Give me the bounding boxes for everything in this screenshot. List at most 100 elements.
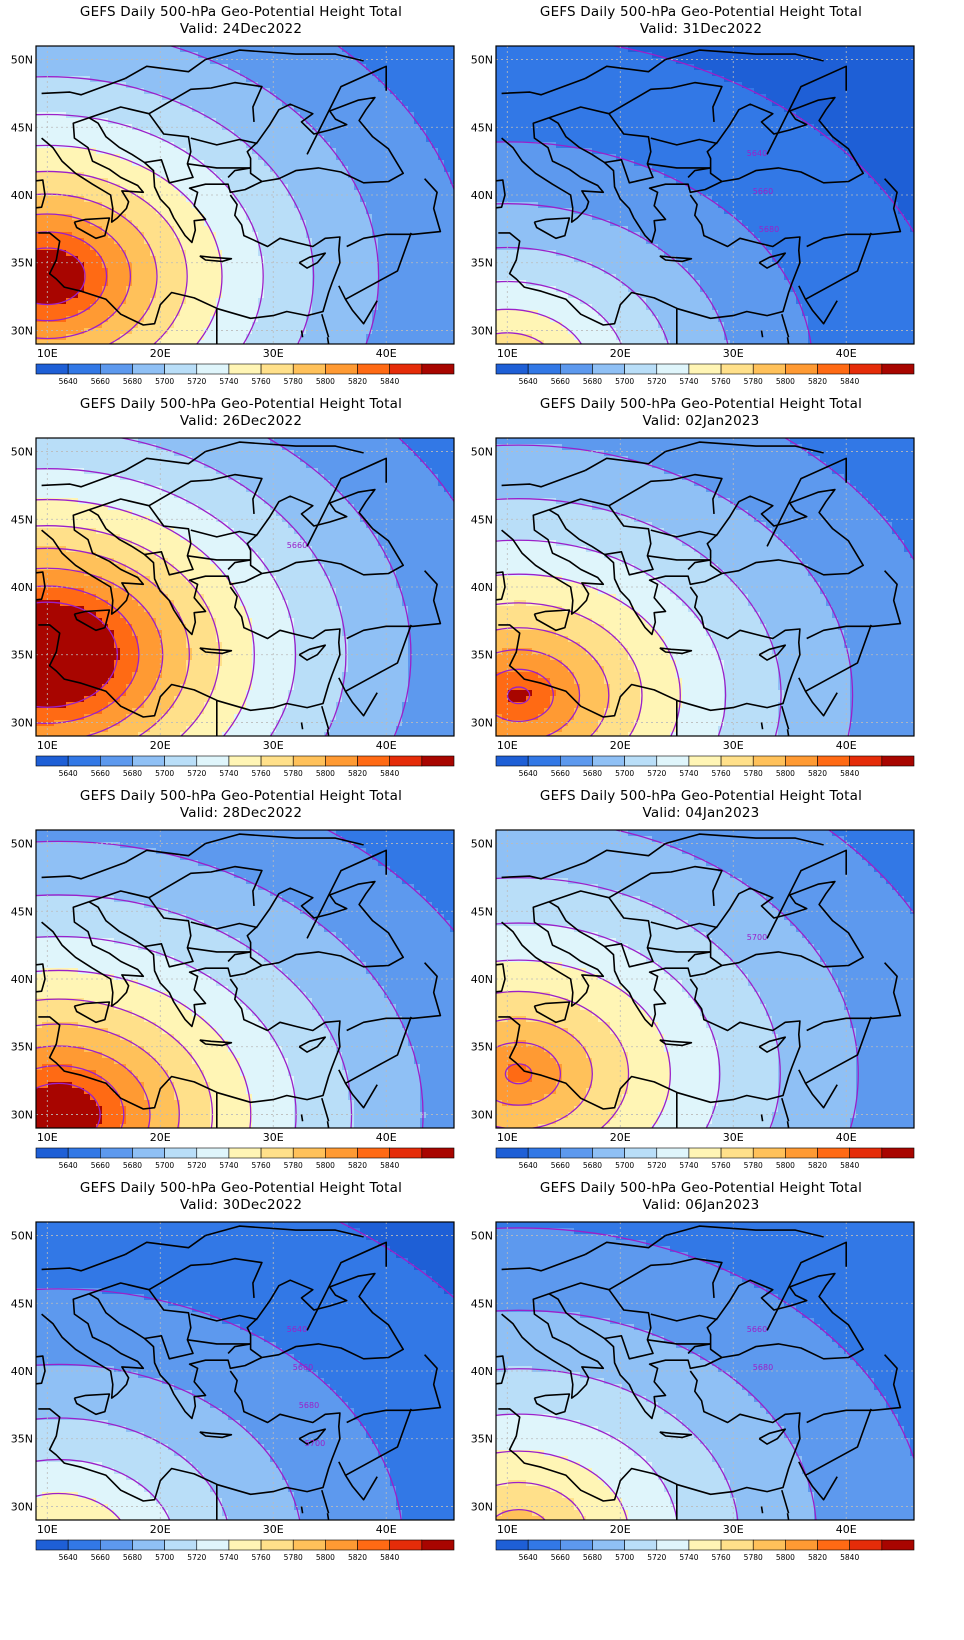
field-cell [180, 184, 187, 191]
field-cell [54, 208, 61, 215]
field-cell [66, 82, 73, 89]
field-cell [120, 172, 127, 179]
field-cell [276, 316, 283, 323]
field-cell [114, 310, 121, 317]
field-cell [420, 46, 427, 53]
field-cell [222, 106, 229, 113]
field-cell [634, 46, 641, 53]
field-cell [384, 316, 391, 323]
field-cell [580, 142, 587, 149]
field-cell [420, 298, 427, 305]
field-cell [246, 112, 253, 119]
field-cell [114, 154, 121, 161]
field-cell [562, 112, 569, 119]
field-cell [414, 148, 421, 155]
field-cell [520, 196, 527, 203]
field-cell [396, 208, 403, 215]
field-cell [204, 118, 211, 125]
field-cell [60, 250, 67, 257]
field-cell [414, 166, 421, 173]
field-cell [72, 124, 79, 131]
field-cell [562, 250, 569, 257]
field-cell [586, 334, 593, 341]
field-cell [390, 328, 397, 335]
field-cell [366, 250, 373, 257]
field-cell [258, 286, 265, 293]
field-cell [276, 172, 283, 179]
field-cell [532, 130, 539, 137]
field-cell [348, 196, 355, 203]
field-cell [318, 292, 325, 299]
field-cell [372, 220, 379, 227]
field-cell [54, 310, 61, 317]
field-cell [432, 262, 439, 269]
field-cell [54, 64, 61, 71]
field-cell [508, 172, 515, 179]
field-cell [132, 292, 139, 299]
field-cell [222, 76, 229, 83]
field-cell [300, 46, 307, 53]
field-cell [342, 130, 349, 137]
field-cell [306, 226, 313, 233]
field-cell [502, 292, 509, 299]
field-cell [78, 112, 85, 119]
field-cell [384, 328, 391, 335]
field-cell [36, 76, 43, 83]
field-cell [432, 142, 439, 149]
field-cell [162, 262, 169, 269]
field-cell [538, 172, 545, 179]
field-cell [318, 232, 325, 239]
field-cell [450, 256, 454, 263]
field-cell [396, 94, 403, 101]
field-cell [532, 292, 539, 299]
field-cell [514, 298, 521, 305]
field-cell [616, 130, 623, 137]
field-cell [342, 286, 349, 293]
field-cell [120, 244, 127, 251]
field-cell [60, 262, 67, 269]
colorbar-swatch [164, 363, 198, 375]
field-cell [180, 142, 187, 149]
field-cell [598, 268, 605, 275]
field-cell [162, 340, 169, 344]
field-cell [342, 334, 349, 341]
field-cell [336, 220, 343, 227]
field-cell [114, 220, 121, 227]
field-cell [186, 148, 193, 155]
field-cell [432, 154, 439, 161]
field-cell [156, 100, 163, 107]
field-cell [36, 322, 43, 329]
field-cell [264, 232, 271, 239]
field-cell [156, 148, 163, 155]
field-cell [640, 334, 647, 341]
field-cell [48, 148, 55, 155]
field-cell [550, 130, 557, 137]
field-cell [604, 196, 611, 203]
field-cell [294, 178, 301, 185]
field-cell [102, 310, 109, 317]
field-cell [324, 82, 331, 89]
field-cell [204, 58, 211, 65]
field-cell [342, 88, 349, 95]
field-cell [556, 274, 563, 281]
field-cell [538, 178, 545, 185]
field-cell [502, 136, 509, 143]
field-cell [66, 262, 73, 269]
field-cell [144, 304, 151, 311]
field-cell [180, 328, 187, 335]
field-cell [604, 262, 611, 269]
field-cell [300, 178, 307, 185]
field-cell [60, 226, 67, 233]
field-cell [180, 316, 187, 323]
field-cell [276, 292, 283, 299]
field-cell [162, 220, 169, 227]
field-cell [538, 112, 545, 119]
field-cell [628, 244, 635, 251]
field-cell [120, 160, 127, 167]
field-cell [402, 148, 409, 155]
field-cell [294, 94, 301, 101]
field-cell [192, 178, 199, 185]
field-cell [138, 250, 145, 257]
field-cell [616, 58, 623, 65]
field-cell [294, 142, 301, 149]
